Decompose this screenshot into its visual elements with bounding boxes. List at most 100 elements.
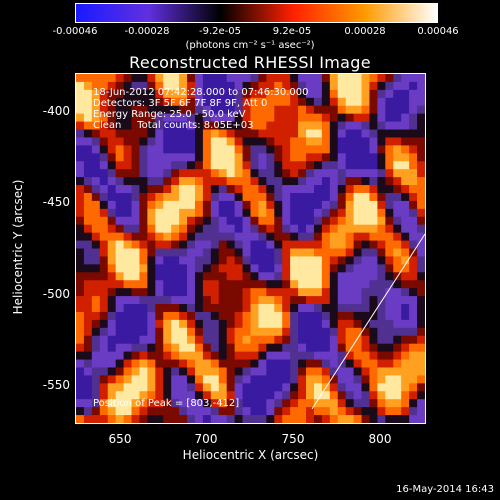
heatmap-cell: [99, 375, 109, 384]
heatmap-cell: [131, 280, 141, 289]
heatmap-cell: [417, 391, 425, 400]
heatmap-cell: [76, 200, 85, 210]
heatmap-cell: [377, 74, 386, 83]
heatmap-cell: [107, 137, 117, 146]
heatmap-cell: [329, 391, 339, 400]
heatmap-cell: [210, 129, 220, 139]
heatmap-cell: [171, 319, 180, 329]
heatmap-cell: [194, 177, 204, 186]
heatmap-cell: [250, 185, 260, 194]
heatmap-cell: [361, 145, 371, 154]
heatmap-cell: [155, 105, 164, 115]
heatmap-cell: [123, 311, 133, 321]
heatmap-cell: [218, 89, 228, 99]
heatmap-cell: [155, 359, 164, 369]
heatmap-cell: [385, 192, 394, 202]
heatmap-cell: [417, 343, 425, 353]
heatmap-cell: [202, 343, 212, 353]
heatmap-cell: [226, 367, 236, 377]
heatmap-cell: [385, 232, 394, 242]
heatmap-cell: [163, 280, 172, 289]
heatmap-cell: [321, 89, 331, 99]
heatmap-cell: [250, 248, 260, 258]
heatmap-cell: [194, 208, 204, 218]
heatmap-cell: [218, 105, 228, 115]
heatmap-cell: [282, 399, 291, 408]
heatmap-cell: [99, 177, 109, 186]
heatmap-cell: [139, 296, 148, 305]
heatmap-cell: [337, 407, 347, 416]
heatmap-cell: [226, 200, 236, 210]
heatmap-cell: [210, 319, 220, 329]
heatmap-cell: [226, 97, 236, 107]
heatmap-cell: [417, 137, 425, 146]
heatmap-cell: [290, 145, 299, 154]
heatmap-cell: [337, 280, 347, 289]
heatmap-cell: [123, 74, 133, 83]
heatmap-cell: [377, 177, 386, 186]
heatmap-cell: [282, 113, 291, 123]
heatmap-cell: [409, 97, 418, 107]
heatmap-cell: [258, 407, 267, 416]
heatmap-cell: [194, 383, 204, 392]
heatmap-cell: [139, 145, 148, 154]
heatmap-cell: [417, 145, 425, 154]
heatmap-cell: [234, 256, 244, 265]
heatmap-cell: [361, 359, 371, 369]
heatmap-cell: [313, 145, 323, 154]
heatmap-cell: [210, 89, 220, 99]
heatmap-cell: [337, 200, 347, 210]
heatmap-cell: [409, 145, 418, 154]
heatmap-cell: [218, 399, 228, 408]
heatmap-cell: [313, 391, 323, 400]
heatmap-cell: [298, 74, 307, 83]
heatmap-cell: [123, 121, 133, 131]
heatmap-cell: [242, 129, 252, 139]
heatmap-cell: [329, 264, 339, 273]
heatmap-cell: [210, 304, 220, 313]
heatmap-cell: [139, 367, 148, 377]
heatmap-cell: [202, 121, 212, 131]
heatmap-cell: [337, 415, 347, 423]
heatmap-cell: [321, 113, 331, 123]
heatmap-cell: [329, 359, 339, 369]
heatmap-cell: [401, 335, 410, 345]
heatmap-cell: [107, 192, 117, 202]
heatmap-cell: [131, 185, 141, 194]
heatmap-cell: [147, 399, 156, 408]
heatmap-cell: [361, 113, 371, 123]
heatmap-cell: [115, 335, 125, 345]
heatmap-cell: [107, 335, 117, 345]
heatmap-cell: [250, 97, 260, 107]
heatmap-cell: [313, 248, 323, 258]
heatmap-cell: [282, 121, 291, 131]
heatmap-cell: [393, 399, 402, 408]
heatmap-cell: [329, 97, 339, 107]
heatmap-cell: [377, 232, 386, 242]
heatmap-cell: [377, 264, 386, 273]
heatmap-cell: [202, 145, 212, 154]
heatmap-cell: [417, 232, 425, 242]
heatmap-cell: [155, 407, 164, 416]
heatmap-cell: [361, 351, 371, 361]
heatmap-cell: [76, 74, 85, 83]
heatmap-cell: [353, 74, 363, 83]
heatmap-cell: [401, 192, 410, 202]
heatmap-cell: [76, 367, 85, 377]
heatmap-cell: [171, 240, 180, 250]
heatmap-cell: [123, 97, 133, 107]
heatmap-cell: [266, 137, 275, 146]
heatmap-cell: [163, 288, 172, 297]
heatmap-cell: [107, 81, 117, 91]
image-plot[interactable]: 18-Jun-2012 07:42:28.000 to 07:46:30.000…: [75, 73, 426, 424]
heatmap-cell: [321, 185, 331, 194]
heatmap-cell: [385, 367, 394, 377]
heatmap-cell: [298, 296, 307, 305]
heatmap-cell: [353, 375, 363, 384]
heatmap-cell: [99, 240, 109, 250]
heatmap-cell: [226, 81, 236, 91]
heatmap-cell: [123, 335, 133, 345]
heatmap-cell: [76, 288, 85, 297]
heatmap-cell: [131, 232, 141, 242]
heatmap-cell: [393, 367, 402, 377]
